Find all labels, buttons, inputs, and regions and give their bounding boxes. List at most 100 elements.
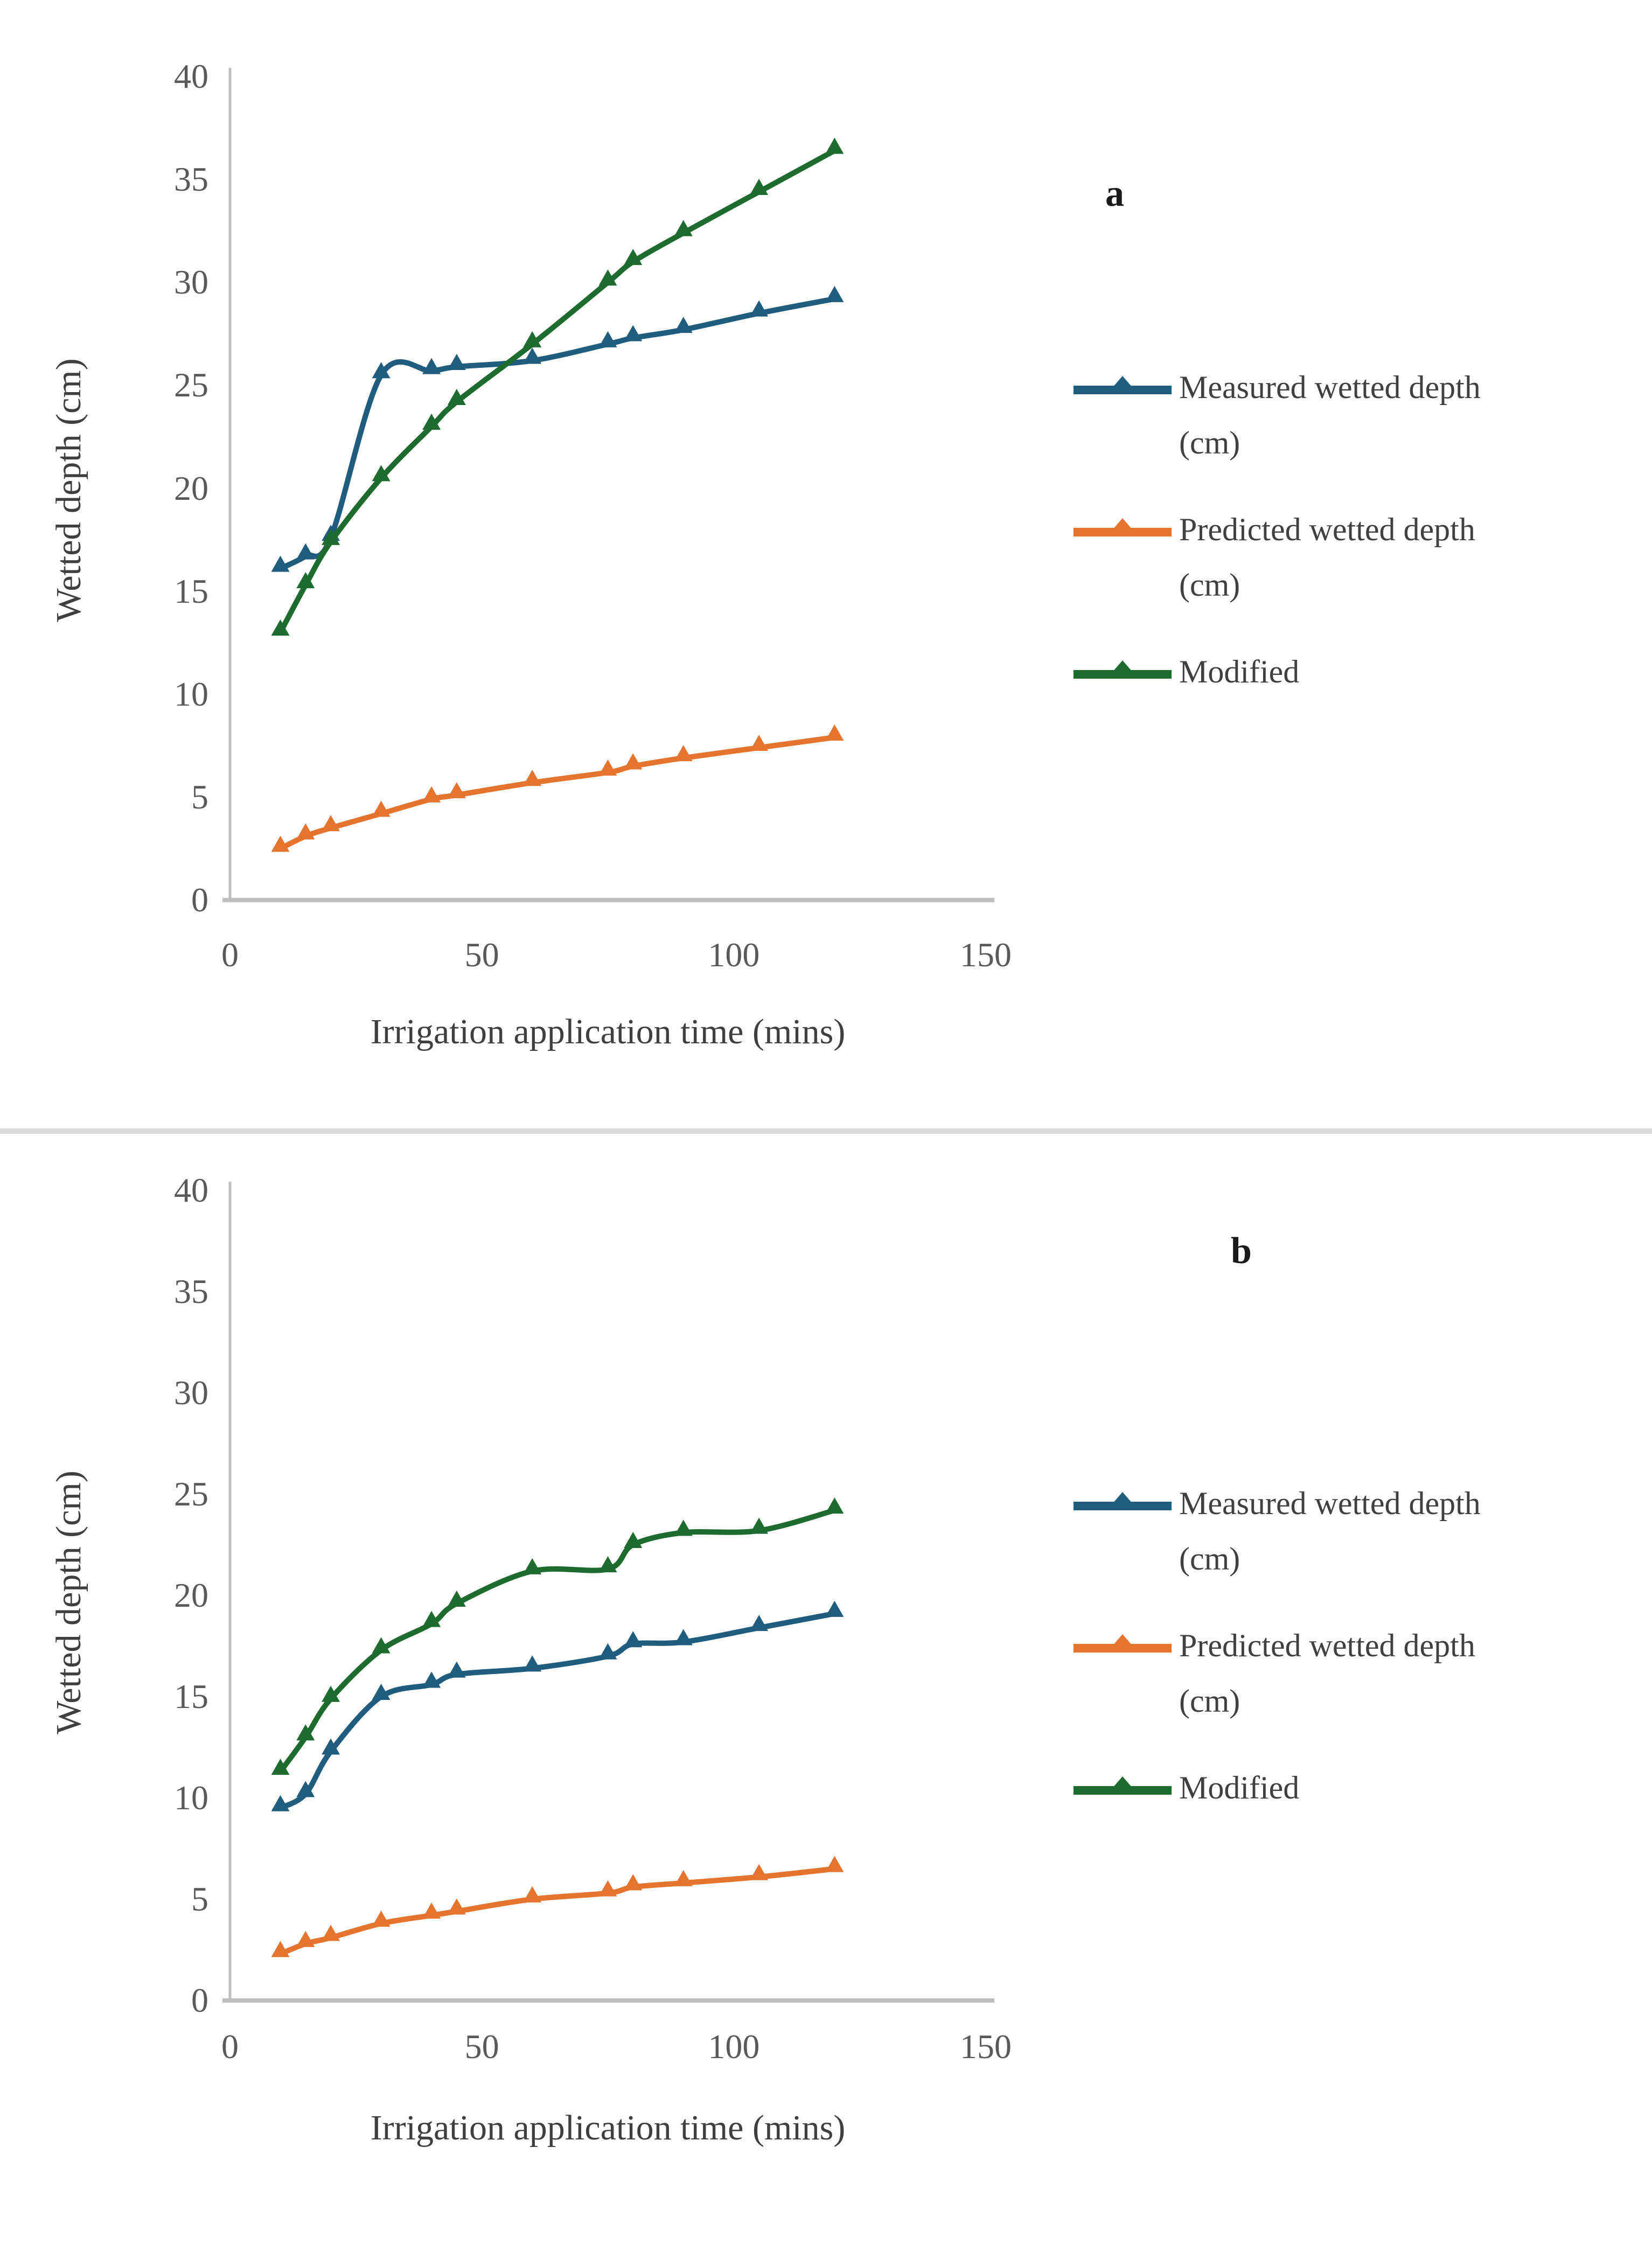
- legend-label: Predicted wetted depth (cm): [1179, 1628, 1475, 1719]
- legend-triangle: [1112, 376, 1133, 388]
- data-point-marker: [372, 362, 391, 379]
- legend-line: [1074, 670, 1172, 679]
- data-point-marker: [624, 1532, 643, 1548]
- series-line-a-2: [277, 148, 838, 636]
- data-point-marker: [447, 1591, 466, 1607]
- y-tick-label: 30: [174, 263, 208, 302]
- y-tick-label: 40: [174, 1171, 208, 1209]
- data-point-marker: [674, 1629, 693, 1646]
- y-tick-label: 35: [174, 160, 208, 199]
- legend-triangle: [1112, 660, 1133, 672]
- data-point-marker: [750, 1517, 769, 1534]
- data-point-marker: [750, 1615, 769, 1632]
- series-line-b-2: [277, 1508, 838, 1775]
- y-tick-label: 10: [174, 674, 208, 713]
- y-tick-label: 25: [174, 1475, 208, 1513]
- legend-item-modified: Modified: [1074, 1760, 1644, 1816]
- y-tick-label: 15: [174, 1677, 208, 1716]
- legend-line-triangle-icon: [1074, 660, 1172, 679]
- data-point-marker: [598, 331, 617, 347]
- data-point-marker: [523, 1558, 542, 1574]
- legend-item-modified: Modified: [1074, 644, 1644, 700]
- data-point-marker: [825, 1600, 844, 1617]
- data-point-marker: [372, 1684, 391, 1700]
- y-tick-label: 40: [174, 57, 208, 95]
- data-point-marker: [372, 1911, 391, 1927]
- y-tick-label: 30: [174, 1373, 208, 1412]
- legend-line-triangle-icon: [1074, 518, 1172, 536]
- data-point-marker: [523, 1886, 542, 1902]
- legend-label: Measured wetted depth (cm): [1179, 369, 1481, 461]
- legend-label: Modified: [1179, 1770, 1300, 1805]
- data-point-marker: [750, 300, 769, 317]
- data-point-marker: [750, 1864, 769, 1880]
- data-point-marker: [674, 1519, 693, 1536]
- data-point-marker: [624, 325, 643, 341]
- y-tick-label: 5: [191, 777, 208, 816]
- data-point-marker: [422, 786, 441, 803]
- data-point-marker: [422, 1610, 441, 1627]
- data-point-marker: [598, 1643, 617, 1660]
- data-point-marker: [598, 269, 617, 286]
- data-point-marker: [271, 619, 290, 636]
- data-point-marker: [624, 1874, 643, 1891]
- legend-triangle: [1112, 518, 1133, 530]
- data-point-marker: [372, 800, 391, 817]
- series-line-a-0: [277, 296, 838, 571]
- data-point-marker: [447, 1661, 466, 1678]
- data-point-marker: [624, 249, 643, 266]
- data-point-marker: [674, 745, 693, 762]
- y-tick-label: 10: [174, 1779, 208, 1817]
- x-axis-title-a: Irrigation application time (mins): [370, 1012, 846, 1051]
- data-point-marker: [624, 753, 643, 770]
- legend-line: [1074, 1502, 1172, 1510]
- data-point-marker: [296, 1930, 315, 1947]
- data-point-marker: [523, 770, 542, 786]
- panel-divider: [0, 1128, 1652, 1134]
- legend-line: [1074, 386, 1172, 394]
- data-point-marker: [271, 835, 290, 852]
- data-point-marker: [372, 465, 391, 482]
- legend-label: Modified: [1179, 654, 1300, 689]
- series-line-b-0: [277, 1610, 838, 1811]
- y-tick-label: 0: [191, 1981, 208, 2019]
- data-point-marker: [598, 759, 617, 776]
- y-tick-label: 20: [174, 469, 208, 507]
- x-tick-label: 100: [708, 936, 760, 974]
- legend-line-triangle-icon: [1074, 1492, 1172, 1510]
- x-tick-label: 0: [221, 2027, 239, 2066]
- data-point-marker: [624, 1631, 643, 1648]
- data-point-marker: [825, 724, 844, 741]
- panel-a: a Irrigation application time (mins) Wet…: [0, 0, 1652, 1128]
- data-point-marker: [825, 1497, 844, 1514]
- data-point-marker: [674, 220, 693, 236]
- data-point-marker: [271, 555, 290, 572]
- legend-a: Measured wetted depth (cm) Predicted wett…: [1074, 360, 1644, 700]
- data-point-marker: [674, 317, 693, 333]
- data-point-marker: [372, 1637, 391, 1654]
- data-point-marker: [422, 1671, 441, 1688]
- data-point-marker: [523, 347, 542, 364]
- data-point-marker: [322, 528, 340, 545]
- data-point-marker: [422, 413, 441, 430]
- data-point-marker: [674, 1870, 693, 1886]
- legend-line: [1074, 1786, 1172, 1795]
- data-point-marker: [296, 543, 315, 560]
- data-point-marker: [296, 572, 315, 589]
- data-point-marker: [296, 1724, 315, 1741]
- x-tick-label: 0: [221, 936, 239, 974]
- data-point-marker: [271, 1759, 290, 1775]
- data-point-marker: [598, 1880, 617, 1897]
- y-axis-title-b: Wetted depth (cm): [49, 1470, 88, 1734]
- legend-triangle: [1112, 1776, 1133, 1788]
- legend-triangle: [1112, 1634, 1133, 1646]
- x-axis-title-b: Irrigation application time (mins): [370, 2108, 846, 2148]
- legend-line-triangle-icon: [1074, 376, 1172, 394]
- x-tick-label: 150: [960, 936, 1012, 974]
- x-tick-label: 100: [708, 2027, 760, 2066]
- data-point-marker: [322, 1925, 340, 1941]
- data-point-marker: [322, 1738, 340, 1755]
- series-line-a-1: [277, 735, 838, 852]
- data-point-marker: [422, 1902, 441, 1919]
